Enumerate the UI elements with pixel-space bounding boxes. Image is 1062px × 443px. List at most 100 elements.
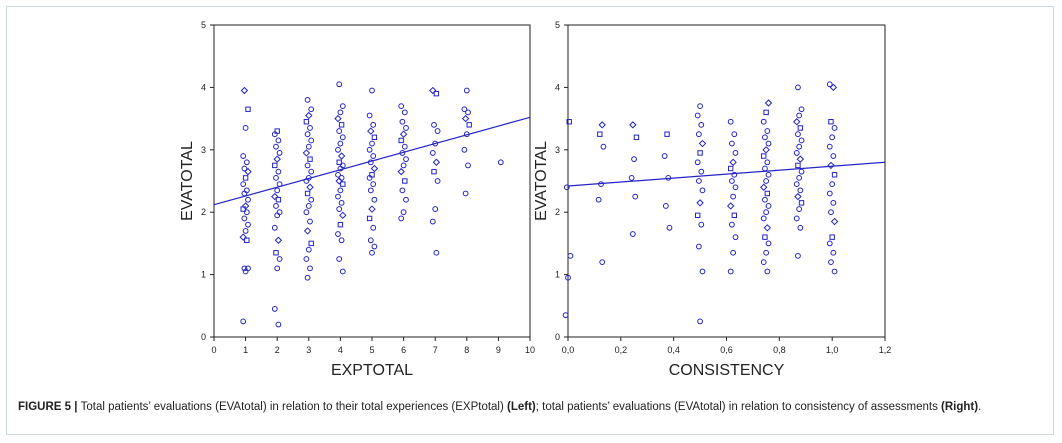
right-data-point: [795, 131, 801, 138]
right-x-tick-label: 1,0: [826, 345, 839, 355]
left-data-point: [245, 221, 251, 228]
right-data-point: [828, 259, 834, 266]
right-data-point: [731, 212, 738, 219]
left-data-point: [369, 172, 375, 178]
right-data-point: [732, 184, 739, 191]
right-data-point: [796, 112, 803, 119]
left-data-point: [307, 125, 313, 131]
right-data-point: [830, 153, 837, 159]
left-data-point: [274, 128, 280, 134]
left-data-point: [243, 187, 250, 194]
left-data-point: [397, 167, 405, 176]
right-data-point: [796, 174, 803, 181]
right-data-point: [795, 84, 801, 91]
left-data-point: [336, 81, 343, 88]
left-data-point: [303, 227, 312, 235]
right-plot-frame: [567, 24, 886, 338]
left-data-point: [338, 174, 345, 181]
right-data-point: [764, 159, 771, 166]
right-data-point: [761, 153, 767, 159]
left-data-point: [369, 140, 375, 147]
left-data-point: [339, 103, 346, 110]
right-y-axis-title: EVATOTAL: [533, 141, 550, 221]
left-y-tick-label: 2: [201, 207, 206, 217]
caption-left: (Left): [507, 401, 536, 413]
left-x-tick-label: 3: [306, 345, 311, 355]
left-data-point: [432, 158, 441, 166]
left-data-point: [240, 318, 247, 325]
left-data-point: [461, 114, 470, 123]
left-data-point: [276, 209, 283, 216]
left-data-point: [463, 87, 470, 94]
right-data-point: [730, 249, 737, 256]
right-x-tick-label: 0,0: [562, 345, 575, 355]
left-data-point: [275, 168, 282, 175]
right-data-point: [662, 203, 669, 209]
right-x-axis-title: CONSISTENCY: [669, 362, 785, 379]
left-data-point: [242, 125, 249, 131]
right-data-point: [798, 200, 805, 206]
left-data-point: [273, 174, 279, 181]
left-x-tick-label: 4: [338, 345, 343, 355]
left-data-point: [368, 205, 376, 213]
right-data-point: [562, 312, 569, 319]
right-y-tick-label: 0: [555, 332, 560, 342]
right-data-point: [694, 159, 701, 166]
left-data-point: [272, 162, 278, 169]
left-data-point: [245, 196, 251, 203]
right-y-tick-label: 2: [555, 207, 560, 217]
left-data-point: [432, 140, 439, 147]
left-data-point: [276, 150, 283, 156]
right-data-point: [765, 171, 772, 178]
left-data-point: [399, 118, 406, 125]
left-data-point: [370, 121, 377, 128]
left-data-point: [273, 203, 279, 209]
left-data-point: [338, 122, 345, 128]
right-trend-line: [567, 161, 886, 187]
right-data-point: [695, 178, 702, 184]
right-x-tick-label: 0,4: [667, 345, 680, 355]
left-data-point: [398, 215, 405, 222]
right-data-point: [699, 268, 706, 275]
left-data-point: [241, 165, 248, 172]
left-data-point: [371, 134, 378, 141]
left-trend-line: [213, 116, 531, 206]
right-data-point: [828, 119, 834, 125]
right-data-point: [795, 252, 801, 259]
left-y-tick-label: 4: [201, 82, 206, 92]
left-plot-frame: [213, 24, 531, 338]
left-data-point: [431, 121, 437, 128]
right-data-point: [826, 143, 833, 150]
right-data-point: [828, 209, 834, 216]
left-data-point: [306, 183, 314, 191]
right-data-point: [760, 259, 767, 266]
left-data-point: [275, 321, 282, 328]
left-data-point: [335, 231, 341, 237]
left-data-point: [434, 178, 441, 184]
left-data-point: [339, 134, 346, 141]
left-data-point: [497, 159, 504, 166]
left-data-point: [244, 167, 252, 176]
right-data-point: [798, 137, 805, 144]
right-data-point: [797, 125, 804, 131]
right-data-point: [798, 168, 805, 175]
left-data-point: [335, 146, 341, 153]
left-data-point: [370, 153, 377, 159]
right-data-point: [827, 161, 835, 170]
left-data-point: [240, 86, 249, 95]
right-data-point: [829, 181, 836, 188]
left-data-point: [245, 265, 251, 272]
right-data-point: [793, 150, 800, 156]
left-data-point: [307, 156, 313, 162]
right-data-point: [793, 181, 800, 188]
right-x-tick-label: 0,6: [720, 345, 733, 355]
left-data-point: [271, 306, 278, 312]
left-data-point: [367, 127, 375, 135]
right-data-point: [563, 184, 570, 191]
left-data-point: [241, 202, 250, 210]
left-data-point: [244, 237, 250, 243]
left-data-point: [274, 265, 281, 272]
right-data-point: [830, 249, 837, 256]
left-data-point: [462, 190, 469, 197]
right-data-point: [760, 215, 767, 222]
